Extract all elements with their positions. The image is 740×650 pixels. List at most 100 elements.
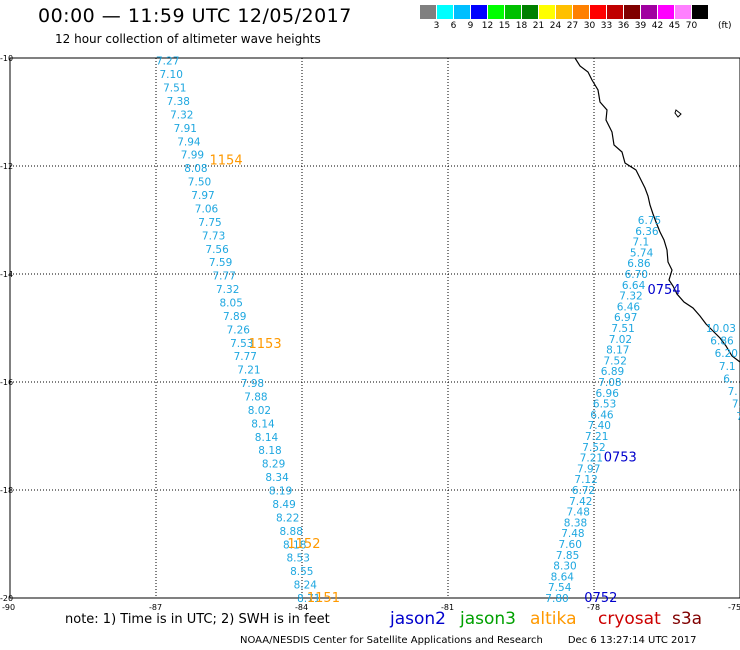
- wave-height-value: 7.52: [604, 355, 627, 367]
- footnote: note: 1) Time is in UTC; 2) SWH is in fe…: [65, 612, 330, 627]
- wave-height-value: 7.94: [177, 136, 201, 148]
- satellite-legend-cryosat: cryosat: [598, 609, 661, 629]
- pass-time-label: 1151: [307, 591, 340, 606]
- color-scale-label: 36: [617, 21, 630, 31]
- wave-height-value: 8.14: [255, 432, 279, 444]
- wave-height-value: 7.: [732, 399, 740, 411]
- color-scale-label: 45: [668, 21, 681, 31]
- wave-height-value: 7.21: [580, 453, 603, 465]
- generated-timestamp: Dec 6 13:27:14 UTC 2017: [567, 635, 697, 646]
- wave-height-value: 8.19: [269, 486, 292, 498]
- wave-height-value: 7.59: [209, 257, 232, 269]
- page-subtitle: 12 hour collection of altimeter wave hei…: [55, 32, 321, 46]
- wave-height-value: 7.: [736, 411, 740, 423]
- wave-height-value: 8.71: [297, 593, 320, 605]
- wave-height-value: 6.97: [614, 312, 637, 324]
- lon-tick-label: -75: [728, 603, 740, 612]
- color-swatch: [505, 5, 522, 19]
- wave-height-value: 6.72: [572, 485, 595, 497]
- wave-height-value: 7.27: [156, 56, 179, 68]
- wave-height-value: 6.36: [635, 226, 659, 238]
- lon-tick-label: -84: [295, 603, 308, 612]
- color-scale-labels: 3 6 9 12 15 18 21 24 27 30 33 36 39 42 45 70: [420, 21, 709, 31]
- color-scale-label: 3: [433, 21, 440, 31]
- lon-tick-label: -90: [2, 603, 15, 612]
- pass-time-label: 1153: [249, 337, 282, 352]
- color-swatch: [675, 5, 692, 19]
- wave-height-value: 7.97: [577, 463, 600, 475]
- wave-height-value: 7.77: [213, 271, 236, 283]
- wave-height-value: 7.1: [719, 361, 736, 373]
- wave-height-value: 7.85: [556, 550, 579, 562]
- wave-height-value: 6.46: [590, 409, 614, 421]
- color-scale-label: 27: [566, 21, 579, 31]
- wave-height-value: 7.: [728, 386, 738, 398]
- wave-height-value: 7.80: [545, 593, 568, 605]
- color-scale-label: 24: [549, 21, 562, 31]
- wave-height-value: 7.12: [574, 474, 597, 486]
- color-scale-label: 21: [532, 21, 545, 31]
- color-swatch: [692, 5, 709, 19]
- wave-height-value: 8.08: [184, 163, 207, 175]
- wave-height-value: 7.91: [174, 123, 197, 135]
- wave-height-value: 10.03: [706, 323, 736, 335]
- island: [674, 109, 682, 118]
- color-scale-label: 33: [600, 21, 613, 31]
- wave-height-value: 8.05: [220, 298, 243, 310]
- lat-tick-label: -12: [0, 162, 13, 171]
- satellite-legend-jason2: jason2: [390, 609, 446, 629]
- wave-height-value: 6.: [723, 373, 733, 385]
- wave-height-value: 8.88: [280, 526, 303, 538]
- color-swatch: [641, 5, 658, 19]
- pass-time-label: 1152: [287, 537, 320, 552]
- wave-height-value: 7.50: [188, 177, 211, 189]
- lon-tick-label: -78: [587, 603, 600, 612]
- color-swatch: [573, 5, 590, 19]
- wave-height-value: 7.88: [244, 392, 267, 404]
- wave-height-value: 7.40: [588, 420, 611, 432]
- wave-height-value: 7.73: [202, 230, 225, 242]
- wave-height-value: 8.55: [290, 566, 313, 578]
- color-swatch: [420, 5, 437, 19]
- wave-height-value: 6.64: [622, 280, 646, 292]
- wave-height-value: 8.34: [265, 472, 289, 484]
- wave-height-value: 7.48: [567, 507, 590, 519]
- wave-height-value: 6.46: [617, 301, 641, 313]
- color-swatch: [539, 5, 556, 19]
- lon-tick-label: -81: [441, 603, 454, 612]
- wave-height-value: 7.77: [234, 351, 257, 363]
- wave-height-value: 7.32: [170, 109, 193, 121]
- wave-height-value: 7.53: [230, 338, 253, 350]
- color-scale-swatches: [420, 5, 709, 19]
- color-swatch: [488, 5, 505, 19]
- credit-text: NOAA/NESDIS Center for Satellite Applica…: [240, 635, 543, 646]
- wave-height-value: 7.51: [611, 323, 634, 335]
- wave-height-value: 6.86: [627, 258, 651, 270]
- color-swatch: [437, 5, 454, 19]
- wave-height-value: 6.89: [601, 366, 624, 378]
- color-scale-label: 70: [685, 21, 698, 31]
- color-scale-label: 12: [481, 21, 494, 31]
- satellite-legend-jason3: jason3: [460, 609, 516, 629]
- wave-height-value: 7.56: [205, 244, 229, 256]
- map-grid: -10 -12 -14 -16 -18 -20-90 -87 -84 -81 -78 -75: [0, 54, 740, 612]
- wave-height-value: 7.10: [160, 69, 183, 81]
- wave-height-value: 6.86: [710, 336, 734, 348]
- wave-height-value: 8.30: [553, 561, 576, 573]
- wave-height-value: 8.24: [294, 580, 318, 592]
- wave-height-value: 7.21: [237, 365, 260, 377]
- wave-height-value: 7.32: [619, 291, 642, 303]
- pass-time-labels: 1154 1153 1152 1151 0754 0753 0752: [210, 154, 681, 606]
- color-scale-unit: (ft): [718, 21, 732, 31]
- wave-height-value: 8.38: [564, 517, 587, 529]
- color-scale-label: 9: [467, 21, 474, 31]
- satellite-legend-altika: altika: [530, 609, 577, 629]
- wave-height-value: 6.96: [596, 388, 620, 400]
- color-swatch: [658, 5, 675, 19]
- wave-height-value: 8.49: [272, 499, 295, 511]
- wave-height-value: 7.89: [223, 311, 246, 323]
- wave-height-value: 7.99: [181, 150, 204, 162]
- color-swatch: [471, 5, 488, 19]
- color-scale-label: 30: [583, 21, 596, 31]
